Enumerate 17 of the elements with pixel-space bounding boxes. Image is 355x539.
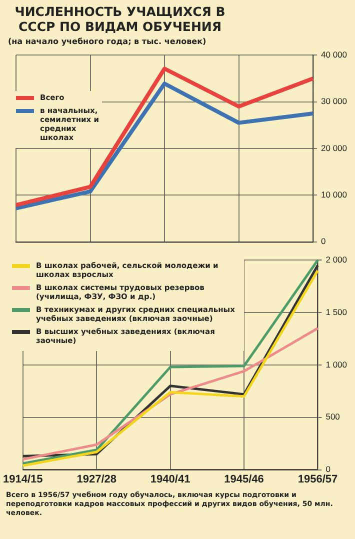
y-tick-label: 1 000 [326, 359, 348, 370]
chart-subtitle: (на начало учебного года; в тыс. человек) [8, 37, 208, 46]
y-tick-label: 0 [321, 236, 326, 246]
x-tick-label: 1927/28 [76, 473, 116, 486]
y-tick-label: 20 000 [321, 142, 348, 153]
x-tick-label: 1945/46 [224, 473, 264, 486]
y-tick-label: 10 000 [321, 190, 348, 200]
x-tick-label: 1956/57 [298, 473, 338, 486]
chart-title: ЧИСЛЕННОСТЬ УЧАЩИХСЯ В СССР ПО ВИДАМ ОБУЧЕНИЯ [14, 4, 226, 34]
x-tick-label: 1914/15 [3, 473, 43, 486]
x-tick-label: 1940/41 [150, 473, 190, 486]
y-tick-label: 2 000 [326, 254, 348, 264]
y-tick-label: 500 [326, 412, 340, 422]
y-tick-label: 0 [326, 464, 331, 474]
y-tick-label: 1 500 [326, 306, 348, 317]
y-tick-label: 30 000 [321, 96, 348, 106]
y-tick-label: 40 000 [321, 49, 348, 60]
